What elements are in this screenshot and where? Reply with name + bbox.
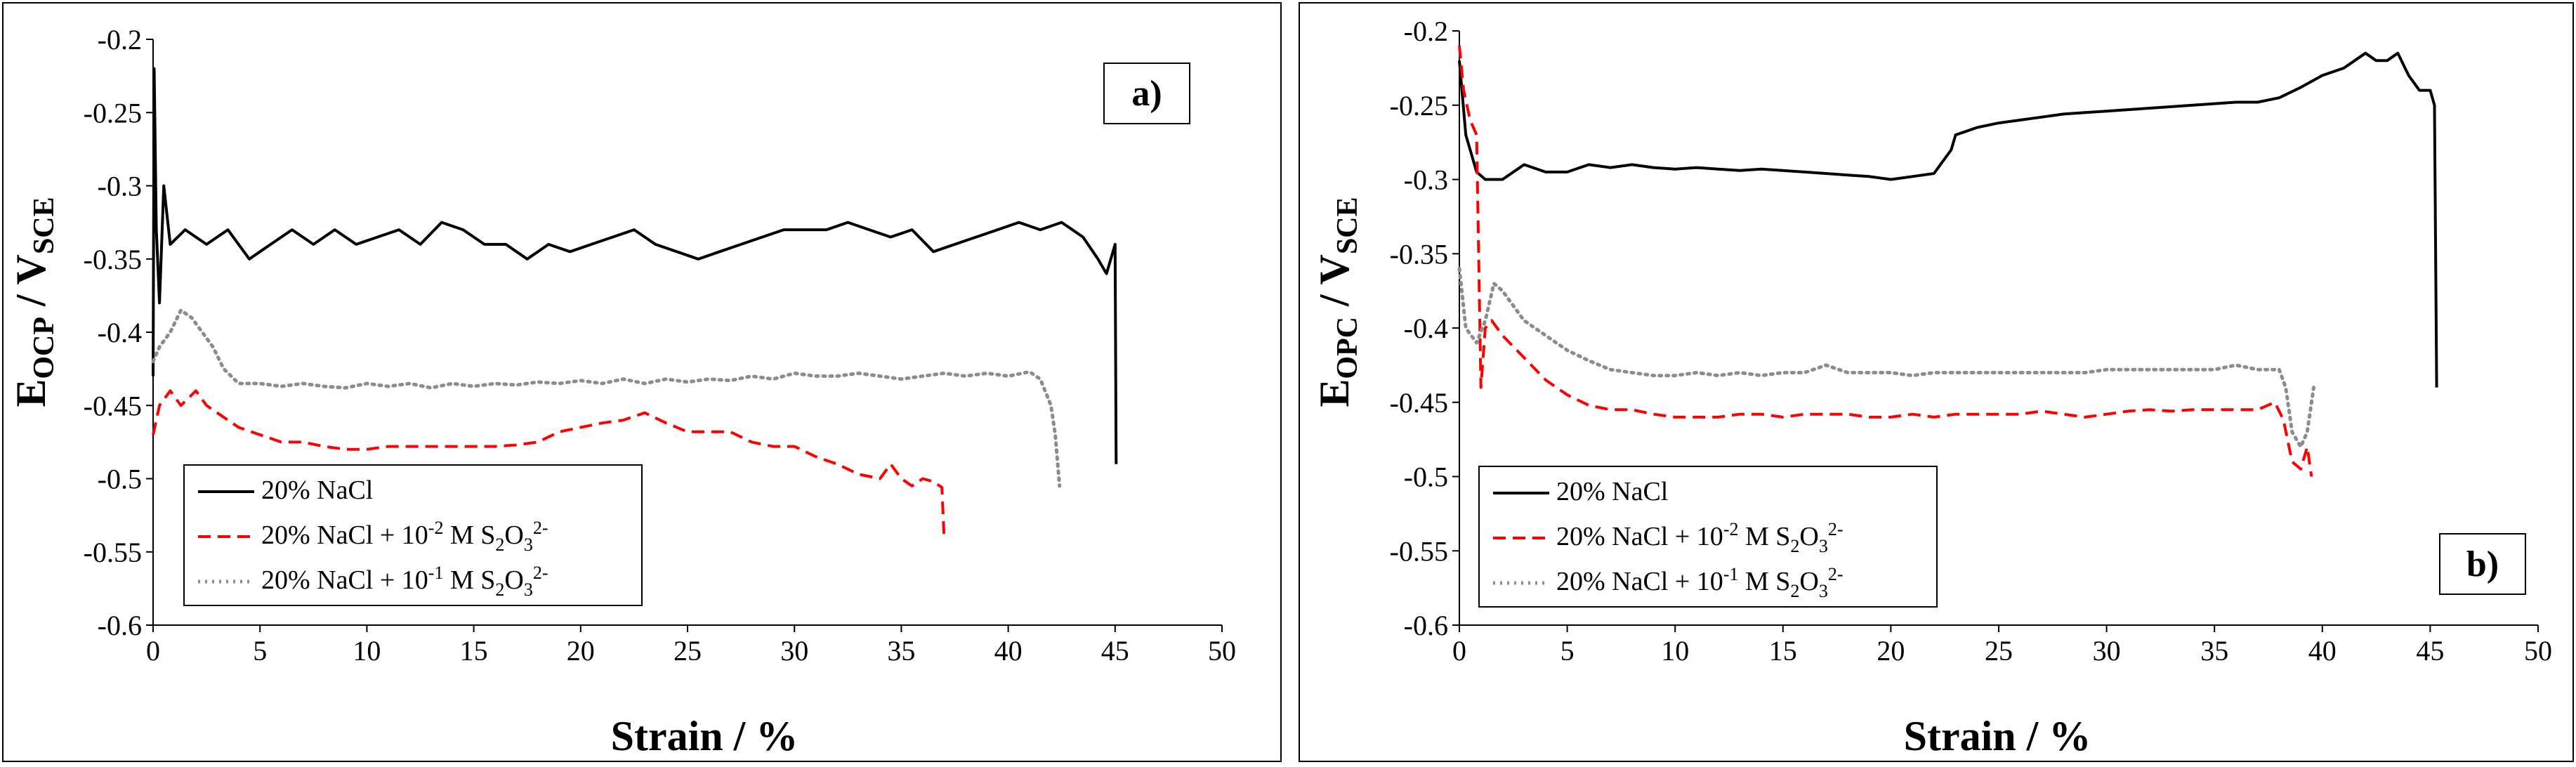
x-tick-label: 45 xyxy=(1101,635,1129,667)
legend-label-2: 20% NaCl + 10-2 M S2O32- xyxy=(261,518,548,555)
legend-label-3: 20% NaCl + 10-1 M S2O32- xyxy=(261,563,548,600)
y-tick-label: -0.25 xyxy=(84,97,142,129)
panel-a: -0.6-0.55-0.5-0.45-0.4-0.35-0.3-0.25-0.2… xyxy=(2,2,1282,762)
x-tick-label: 20 xyxy=(1877,635,1905,667)
x-tick-label: 25 xyxy=(1985,635,2013,667)
panel-b-ticks: -0.6-0.55-0.5-0.45-0.4-0.35-0.3-0.25-0.2… xyxy=(1390,15,2552,667)
x-tick-label: 45 xyxy=(2416,635,2444,667)
y-tick-label: -0.35 xyxy=(1390,238,1448,270)
y-tick-label: -0.4 xyxy=(98,317,142,348)
x-tick-label: 30 xyxy=(2093,635,2121,667)
legend-box xyxy=(1478,466,1938,608)
y-tick-label: -0.5 xyxy=(1404,461,1448,493)
panel-b-frame xyxy=(1299,2,2574,762)
x-tick-label: 40 xyxy=(2308,635,2337,667)
x-tick-label: 5 xyxy=(1560,635,1575,667)
x-tick-label: 0 xyxy=(146,635,160,667)
series-line-1 xyxy=(152,67,1118,464)
panel-a-label: a) xyxy=(1131,74,1162,114)
legend-label-3: 20% NaCl + 10-1 M S2O32- xyxy=(1556,564,1844,601)
x-tick-label: 40 xyxy=(994,635,1023,667)
series-line-3 xyxy=(151,308,1062,488)
y-tick-label: -0.4 xyxy=(1404,313,1448,344)
x-tick-label: 35 xyxy=(887,635,915,667)
y-tick-label: -0.3 xyxy=(1404,164,1448,196)
x-tick-label: 35 xyxy=(2200,635,2228,667)
panel-a-ticks: -0.6-0.55-0.5-0.45-0.4-0.35-0.3-0.25-0.2… xyxy=(84,24,1236,667)
panel-b-y-axis-label: EOPC / VSCE xyxy=(1311,197,1364,407)
y-tick-label: -0.55 xyxy=(1390,535,1448,567)
y-tick-label: -0.55 xyxy=(84,537,142,568)
x-tick-label: 5 xyxy=(253,635,267,667)
panel-a-y-axis-label: EOCP / VSCE xyxy=(8,197,60,407)
panel-a-plot-area xyxy=(151,39,1222,626)
x-tick-label: 50 xyxy=(1208,635,1236,667)
y-tick-label: -0.5 xyxy=(98,464,142,495)
x-tick-label: 30 xyxy=(780,635,808,667)
y-tick-label: -0.2 xyxy=(1404,15,1448,47)
series-line-1 xyxy=(1458,51,2438,388)
series-line-3 xyxy=(1457,266,2315,449)
y-tick-label: -0.45 xyxy=(1390,387,1448,419)
panel-a-legend: 20% NaCl 20% NaCl + 10-2 M S2O32- 20% NaCl… xyxy=(183,464,643,606)
y-tick-label: -0.2 xyxy=(98,24,142,55)
panel-b-label: b) xyxy=(2466,544,2499,584)
panel-b-x-axis-label: Strain / % xyxy=(1904,713,2091,759)
x-tick-label: 0 xyxy=(1452,635,1466,667)
y-tick-label: -0.25 xyxy=(1390,90,1448,122)
y-tick-label: -0.3 xyxy=(98,171,142,202)
y-tick-label: -0.6 xyxy=(1404,610,1448,641)
x-tick-label: 10 xyxy=(1661,635,1689,667)
panel-b-legend: 20% NaCl 20% NaCl + 10-2 M S2O32- 20% NaCl… xyxy=(1478,466,1938,608)
x-tick-label: 15 xyxy=(1769,635,1797,667)
panel-a-x-axis-label: Strain / % xyxy=(611,713,799,759)
panel-a-label-box xyxy=(1103,63,1190,124)
x-tick-label: 50 xyxy=(2524,635,2552,667)
x-tick-label: 10 xyxy=(353,635,381,667)
y-tick-label: -0.45 xyxy=(84,390,142,421)
x-tick-label: 25 xyxy=(673,635,702,667)
panel-b-plot-area xyxy=(1457,31,2538,626)
y-tick-label: -0.6 xyxy=(98,610,142,641)
legend-label-2: 20% NaCl + 10-2 M S2O32- xyxy=(1556,519,1844,556)
x-tick-label: 15 xyxy=(460,635,488,667)
y-tick-label: -0.35 xyxy=(84,244,142,275)
x-tick-label: 20 xyxy=(567,635,595,667)
legend-label-1: 20% NaCl xyxy=(1556,477,1668,506)
series-line-2 xyxy=(1458,45,2313,477)
panel-b-label-box xyxy=(2439,533,2526,595)
legend-label-1: 20% NaCl xyxy=(261,476,373,505)
legend-box xyxy=(183,464,643,606)
panel-b: -0.6-0.55-0.5-0.45-0.4-0.35-0.3-0.25-0.2… xyxy=(1299,2,2574,762)
